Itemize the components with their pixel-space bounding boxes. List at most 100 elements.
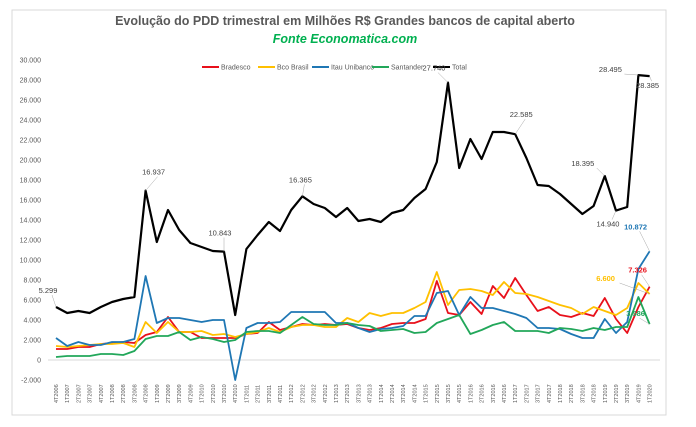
legend-label: Itau Unibanco xyxy=(331,65,374,72)
x-tick-label: 4T2008 xyxy=(144,384,150,403)
x-tick-label: 1T2009 xyxy=(155,384,161,403)
y-tick-label: 22.000 xyxy=(20,138,42,145)
x-tick-label: 4T2018 xyxy=(592,384,598,403)
legend-label: Bco Brasil xyxy=(277,65,309,72)
leader-line xyxy=(145,176,158,191)
x-tick-label: 3T2008 xyxy=(132,384,138,403)
y-tick-label: 2.000 xyxy=(23,338,41,345)
data-label-itau-unibanco: 10.872 xyxy=(624,222,647,231)
x-tick-label: 4T2007 xyxy=(99,384,105,403)
legend: Bradesco Bco Brasil Itau Unibanco Santander… xyxy=(202,65,467,72)
data-label-total: 27.740 xyxy=(423,64,446,73)
leader-line xyxy=(51,294,57,308)
chart-border xyxy=(11,9,667,416)
legend-item-bradesco: Bradesco xyxy=(202,65,251,72)
leader-line xyxy=(639,231,650,252)
x-tick-label: 3T2016 xyxy=(491,384,497,403)
x-tick-label: 3T2007 xyxy=(88,384,94,403)
x-tick-label: 4T2010 xyxy=(233,384,239,403)
leader-line xyxy=(639,317,650,325)
x-tick-label: 4T2014 xyxy=(412,384,418,403)
data-label-bradesco: 7.326 xyxy=(628,266,647,275)
x-tick-label: 2T2017 xyxy=(524,384,530,403)
x-tick-label: 3T2011 xyxy=(267,385,273,403)
x-tick-label: 2T2013 xyxy=(345,384,351,403)
x-axis: 4T2006 1T2007 2T2007 3T2007 4T2007 1T2008 2T20… xyxy=(54,384,654,403)
x-tick-label: 1T2015 xyxy=(424,384,430,403)
data-label-total: 22.585 xyxy=(510,110,533,119)
chart-title: Evolução do PDD trimestral em Milhões R$… xyxy=(115,14,575,28)
y-tick-label: 26.000 xyxy=(20,98,42,105)
x-tick-label: 2T2008 xyxy=(121,384,127,403)
y-tick-label: 18.000 xyxy=(20,178,42,185)
x-tick-label: 1T2011 xyxy=(244,385,250,403)
y-tick-label: 6.000 xyxy=(23,298,41,305)
legend-item-itau-unibanco: Itau Unibanco xyxy=(312,65,374,72)
x-tick-label: 2T2018 xyxy=(569,384,575,403)
series-santander xyxy=(55,296,651,358)
y-tick-label: 12.000 xyxy=(20,238,42,245)
data-label-total: 28.495 xyxy=(599,65,622,74)
x-tick-label: 4T2015 xyxy=(457,384,463,403)
y-tick-label: 20.000 xyxy=(20,158,42,165)
leader-line xyxy=(596,167,605,177)
series-line-santander xyxy=(55,296,651,358)
x-tick-label: 4T2012 xyxy=(323,384,329,403)
y-tick-label: 14.000 xyxy=(20,218,42,225)
x-tick-label: 3T2010 xyxy=(222,384,228,403)
data-label-bco-brasil: 6.600 xyxy=(596,274,615,283)
x-tick-label: 1T2019 xyxy=(603,384,609,403)
x-tick-label: 2T2015 xyxy=(435,384,441,403)
series-line-total xyxy=(55,73,650,317)
data-label-total: 14.940 xyxy=(597,220,620,229)
series-line-bco-brasil xyxy=(55,271,651,348)
x-tick-label: 1T2017 xyxy=(513,384,519,403)
y-tick-label: 0 xyxy=(37,358,41,365)
legend-label: Total xyxy=(452,65,467,72)
x-tick-label: 1T2016 xyxy=(468,384,474,403)
x-tick-label: 4T2011 xyxy=(278,385,284,403)
x-tick-label: 1T2018 xyxy=(558,384,564,403)
leader-line xyxy=(649,76,652,82)
y-tick-label: 28.000 xyxy=(20,78,42,85)
series-line-itau-unibanco xyxy=(55,250,651,381)
x-tick-label: 1T2013 xyxy=(334,384,340,403)
x-tick-label: 2T2011 xyxy=(256,385,262,403)
chart-subtitle: Fonte Economatica.com xyxy=(273,32,417,46)
x-tick-label: 3T2014 xyxy=(401,384,407,403)
leader-line xyxy=(302,184,305,197)
x-tick-label: 2T2014 xyxy=(390,384,396,403)
y-tick-label: 8.000 xyxy=(23,278,41,285)
legend-item-bco-brasil: Bco Brasil xyxy=(258,65,309,72)
x-tick-label: 4T2017 xyxy=(547,384,553,403)
x-tick-label: 2T2009 xyxy=(166,384,172,403)
legend-label: Santander xyxy=(391,65,424,72)
x-tick-label: 1T2010 xyxy=(200,384,206,403)
y-tick-label: 30.000 xyxy=(20,58,42,65)
x-tick-label: 4T2006 xyxy=(54,384,60,403)
data-label-total: 16.365 xyxy=(289,175,312,184)
x-tick-label: 4T2013 xyxy=(368,384,374,403)
data-label-santander: 3.586 xyxy=(626,309,645,318)
leader-line xyxy=(514,119,526,135)
series-itau-unibanco xyxy=(55,250,651,381)
x-tick-label: 1T2008 xyxy=(110,384,116,403)
y-tick-label: 4.000 xyxy=(23,318,41,325)
x-tick-label: 3T2018 xyxy=(580,384,586,403)
x-tick-label: 2T2007 xyxy=(76,384,82,403)
legend-item-santander: Santander xyxy=(372,65,424,72)
leader-line xyxy=(619,282,650,295)
leader-line xyxy=(437,72,449,83)
x-tick-label: 3T2019 xyxy=(625,384,631,403)
y-tick-label: 16.000 xyxy=(20,198,42,205)
leader-line xyxy=(611,210,617,220)
x-tick-label: 2T2019 xyxy=(614,384,620,403)
y-tick-label: 24.000 xyxy=(20,118,42,125)
x-tick-label: 4T2019 xyxy=(636,384,642,403)
leader-line xyxy=(624,73,639,76)
x-tick-label: 1T2007 xyxy=(65,384,71,403)
y-tick-label: 10.000 xyxy=(20,258,42,265)
x-tick-label: 2T2012 xyxy=(300,384,306,403)
